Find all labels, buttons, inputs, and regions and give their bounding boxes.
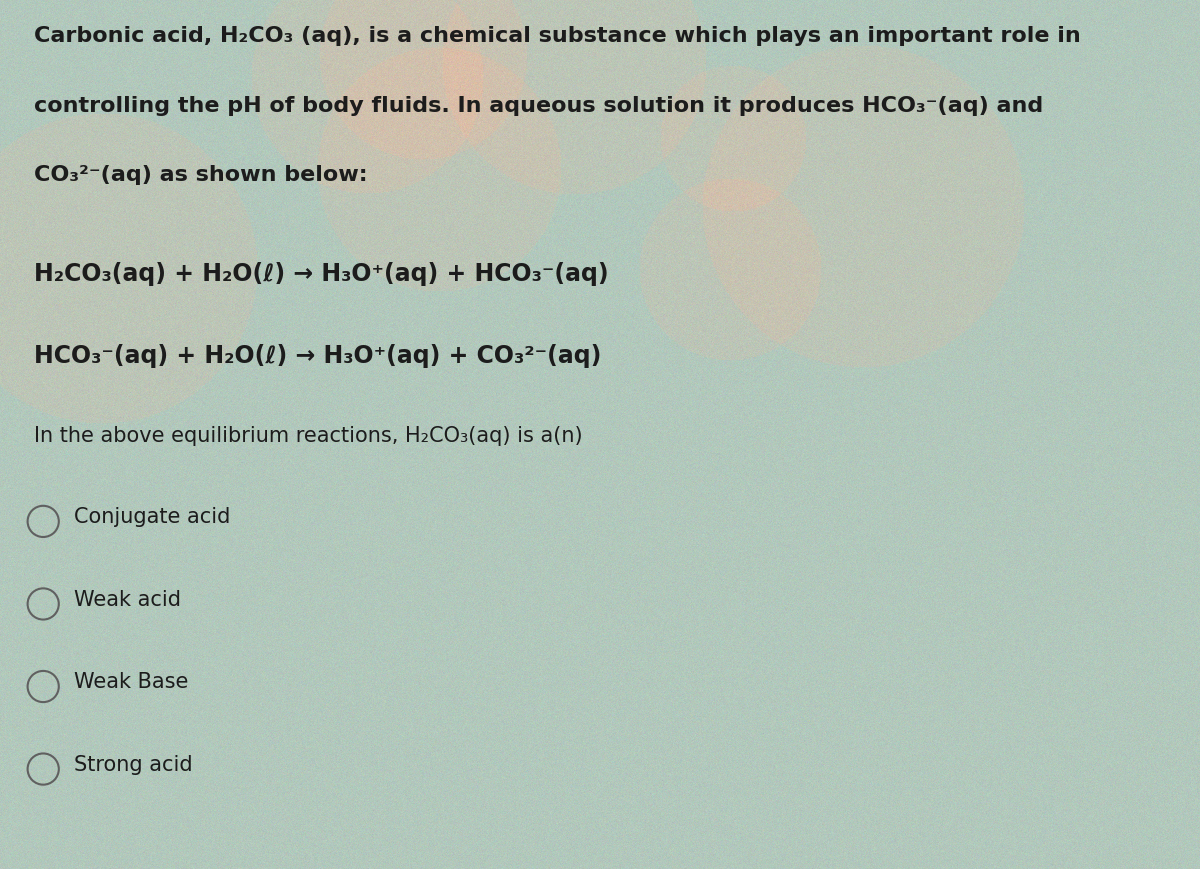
Text: Weak Base: Weak Base: [74, 672, 188, 693]
Text: Carbonic acid, H₂CO₃ (aq), is a chemical substance which plays an important role: Carbonic acid, H₂CO₃ (aq), is a chemical…: [34, 26, 1080, 46]
Text: HCO₃⁻(aq) + H₂O(ℓ) → H₃O⁺(aq) + CO₃²⁻(aq): HCO₃⁻(aq) + H₂O(ℓ) → H₃O⁺(aq) + CO₃²⁻(aq…: [34, 344, 601, 368]
Text: Strong acid: Strong acid: [74, 754, 193, 775]
Text: In the above equilibrium reactions, H₂CO₃(aq) is a(n): In the above equilibrium reactions, H₂CO…: [34, 426, 582, 446]
Text: CO₃²⁻(aq) as shown below:: CO₃²⁻(aq) as shown below:: [34, 165, 367, 185]
Text: controlling the pH of body fluids. In aqueous solution it produces HCO₃⁻(aq) and: controlling the pH of body fluids. In aq…: [34, 96, 1043, 116]
Text: Conjugate acid: Conjugate acid: [74, 507, 230, 527]
Text: Weak acid: Weak acid: [74, 589, 181, 610]
Text: H₂CO₃(aq) + H₂O(ℓ) → H₃O⁺(aq) + HCO₃⁻(aq): H₂CO₃(aq) + H₂O(ℓ) → H₃O⁺(aq) + HCO₃⁻(aq…: [34, 262, 608, 287]
